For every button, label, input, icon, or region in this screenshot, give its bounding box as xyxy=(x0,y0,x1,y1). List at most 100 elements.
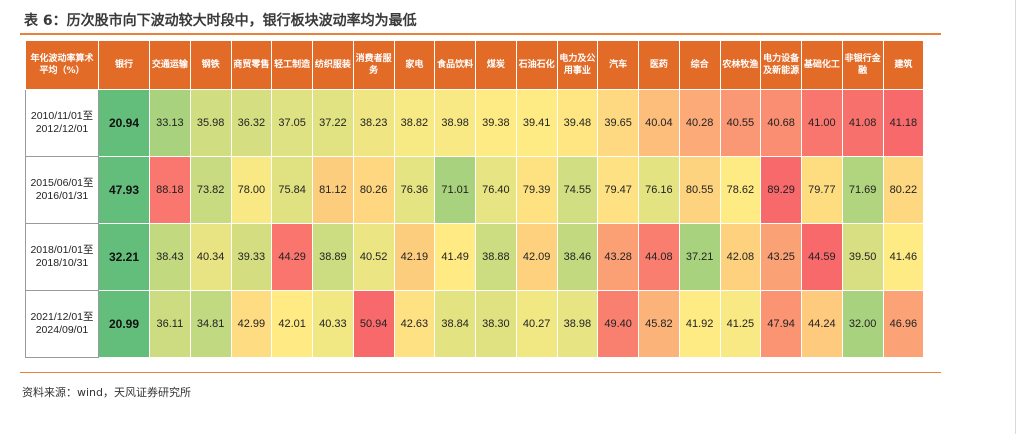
value-cell: 39.48 xyxy=(556,89,599,157)
value-cell: 73.82 xyxy=(189,156,232,224)
value-cell: 39.50 xyxy=(841,223,884,291)
value-cell: 40.34 xyxy=(189,223,232,291)
value-cell: 38.84 xyxy=(434,290,476,358)
value-cell: 38.98 xyxy=(556,290,599,358)
sector-header: 农林牧渔 xyxy=(719,40,762,90)
sector-header: 轻工制造 xyxy=(271,40,313,90)
value-cell: 38.46 xyxy=(556,223,599,291)
value-cell: 40.55 xyxy=(719,89,762,157)
bank-value-cell: 20.99 xyxy=(98,290,150,358)
value-cell: 45.82 xyxy=(638,290,680,358)
value-cell: 81.12 xyxy=(312,156,354,224)
value-cell: 38.30 xyxy=(475,290,517,358)
value-cell: 40.28 xyxy=(678,89,721,157)
sector-header: 基础化工 xyxy=(801,40,843,90)
value-cell: 42.08 xyxy=(719,223,762,291)
sector-header: 综合 xyxy=(678,40,721,90)
value-cell: 39.41 xyxy=(515,89,558,157)
value-cell: 39.38 xyxy=(475,89,517,157)
value-cell: 79.39 xyxy=(515,156,558,224)
value-cell: 50.94 xyxy=(352,290,395,358)
period-cell: 2010/11/01至2012/12/01 xyxy=(25,89,99,157)
table-row: 2010/11/01至2012/12/01 20.94 33.13 35.98 36.3… xyxy=(25,89,925,157)
value-cell: 42.19 xyxy=(393,223,436,291)
value-cell: 40.68 xyxy=(760,89,802,157)
sector-header: 电力设备及新能源 xyxy=(760,40,802,90)
table-row: 2018/01/01至2018/10/31 32.21 38.43 40.34 39.3… xyxy=(25,223,925,291)
value-cell: 49.40 xyxy=(597,290,639,358)
value-cell: 38.89 xyxy=(312,223,354,291)
value-cell: 76.36 xyxy=(393,156,436,224)
value-cell: 39.65 xyxy=(597,89,639,157)
sector-header: 非银行金融 xyxy=(841,40,884,90)
bank-value-cell: 47.93 xyxy=(98,156,150,224)
value-cell: 41.92 xyxy=(678,290,721,358)
sector-header: 石油石化 xyxy=(515,40,558,90)
row-label-header: 年化波动率算术平均（%） xyxy=(25,40,99,90)
value-cell: 33.13 xyxy=(149,89,191,157)
value-cell: 88.18 xyxy=(149,156,191,224)
sector-header: 煤炭 xyxy=(475,40,517,90)
value-cell: 41.25 xyxy=(719,290,762,358)
value-cell: 44.08 xyxy=(638,223,680,291)
value-cell: 80.26 xyxy=(352,156,395,224)
value-cell: 80.22 xyxy=(882,156,925,224)
value-cell: 34.81 xyxy=(189,290,232,358)
value-cell: 40.27 xyxy=(515,290,558,358)
value-cell: 38.43 xyxy=(149,223,191,291)
value-cell: 40.33 xyxy=(312,290,354,358)
table-row: 2021/12/01至2024/09/01 20.99 36.11 34.81 42.9… xyxy=(25,290,925,358)
source-note: 资料来源：wind，天风证券研究所 xyxy=(22,386,192,399)
value-cell: 41.18 xyxy=(882,89,925,157)
value-cell: 78.00 xyxy=(230,156,273,224)
sector-header: 建筑 xyxy=(882,40,925,90)
value-cell: 74.55 xyxy=(556,156,599,224)
value-cell: 89.29 xyxy=(760,156,802,224)
value-cell: 36.11 xyxy=(149,290,191,358)
value-cell: 36.32 xyxy=(230,89,273,157)
value-cell: 76.40 xyxy=(475,156,517,224)
sector-header: 钢铁 xyxy=(189,40,232,90)
value-cell: 42.99 xyxy=(230,290,273,358)
table-title: 表 6：历次股市向下波动较大时段中，银行板块波动率均为最低 xyxy=(24,13,417,29)
value-cell: 79.47 xyxy=(597,156,639,224)
table-body: 2010/11/01至2012/12/01 20.94 33.13 35.98 36.3… xyxy=(25,89,925,358)
value-cell: 41.49 xyxy=(434,223,476,291)
value-cell: 41.46 xyxy=(882,223,925,291)
sector-header: 银行 xyxy=(98,40,150,90)
sector-header: 医药 xyxy=(638,40,680,90)
value-cell: 40.52 xyxy=(352,223,395,291)
period-cell: 2021/12/01至2024/09/01 xyxy=(25,290,99,358)
value-cell: 75.84 xyxy=(271,156,313,224)
value-cell: 38.82 xyxy=(393,89,436,157)
value-cell: 42.01 xyxy=(271,290,313,358)
value-cell: 46.96 xyxy=(882,290,925,358)
page-edge-divider xyxy=(1015,0,1016,434)
value-cell: 38.98 xyxy=(434,89,476,157)
value-cell: 38.88 xyxy=(475,223,517,291)
value-cell: 32.00 xyxy=(841,290,884,358)
value-cell: 44.29 xyxy=(271,223,313,291)
header-row: 年化波动率算术平均（%） 银行 交通运输 钢铁 商贸零售 轻工制造 纺织服装 消费者服务 家电… xyxy=(25,40,925,90)
value-cell: 71.69 xyxy=(841,156,884,224)
value-cell: 37.21 xyxy=(678,223,721,291)
bank-value-cell: 20.94 xyxy=(98,89,150,157)
value-cell: 40.04 xyxy=(638,89,680,157)
sector-header: 食品饮料 xyxy=(434,40,476,90)
table-row: 2015/06/01至2016/01/31 47.93 88.18 73.82 78.0… xyxy=(25,156,925,224)
value-cell: 43.25 xyxy=(760,223,802,291)
value-cell: 44.24 xyxy=(801,290,843,358)
sector-header: 消费者服务 xyxy=(352,40,395,90)
value-cell: 80.55 xyxy=(678,156,721,224)
top-rule xyxy=(20,33,941,35)
value-cell: 42.63 xyxy=(393,290,436,358)
value-cell: 39.33 xyxy=(230,223,273,291)
value-cell: 79.77 xyxy=(801,156,843,224)
value-cell: 71.01 xyxy=(434,156,476,224)
value-cell: 37.05 xyxy=(271,89,313,157)
sector-header: 商贸零售 xyxy=(230,40,273,90)
sector-header: 纺织服装 xyxy=(312,40,354,90)
value-cell: 37.22 xyxy=(312,89,354,157)
value-cell: 44.59 xyxy=(801,223,843,291)
bottom-rule xyxy=(20,372,941,373)
